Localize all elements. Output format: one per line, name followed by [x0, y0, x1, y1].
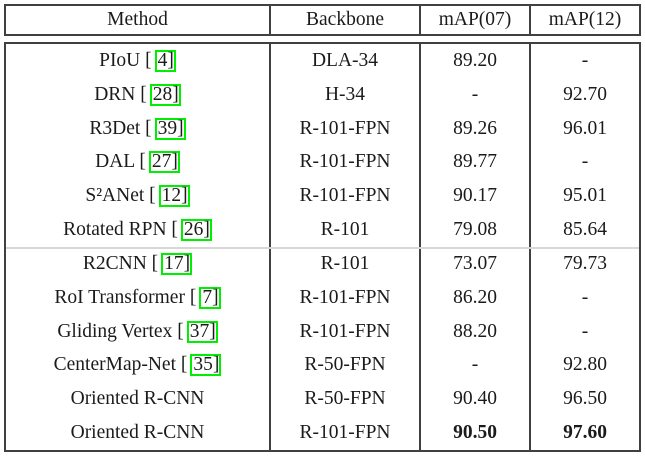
map07-cell: 89.26: [421, 111, 531, 146]
citation-link[interactable]: 27]: [148, 151, 180, 174]
table-header-row: Method Backbone mAP(07) mAP(12): [4, 4, 641, 36]
backbone-cell: R-101-FPN: [271, 416, 421, 450]
map12-cell: 95.01: [563, 185, 607, 207]
method-label: RoI Transformer [: [54, 286, 197, 308]
map07-cell: 90.40: [421, 382, 531, 417]
map12-cell-best: 97.60: [563, 422, 607, 444]
map07-cell: 90.17: [421, 179, 531, 214]
map12-cell: 79.73: [563, 252, 607, 274]
method-label: S²ANet [: [85, 185, 156, 207]
citation-link[interactable]: 28]: [149, 83, 181, 106]
map07-cell-best: 90.50: [421, 416, 531, 450]
map07-cell: -: [421, 348, 531, 383]
header-method: Method: [6, 6, 271, 34]
map07-cell: 89.77: [421, 145, 531, 180]
method-label: PIoU [: [99, 49, 152, 71]
method-cell: RoI Transformer [7]: [6, 280, 271, 315]
citation-link[interactable]: 12]: [158, 185, 190, 208]
method-label: DRN [: [94, 83, 147, 105]
map07-cell: 86.20: [421, 280, 531, 315]
header-backbone: Backbone: [271, 6, 421, 34]
method-cell: Gliding Vertex [37]: [6, 314, 271, 349]
citation-link[interactable]: 39]: [154, 117, 186, 140]
map07-cell: 73.07: [421, 246, 531, 281]
method-label: Oriented R-CNN: [70, 388, 205, 410]
method-label: Rotated RPN [: [63, 219, 178, 241]
table-body: PIoU [4] DLA-34 89.20 - DRN [28] H-34 - …: [4, 42, 641, 452]
citation-link[interactable]: 35]: [190, 354, 222, 377]
backbone-cell: R-101-FPN: [271, 111, 421, 146]
backbone-cell: H-34: [271, 77, 421, 112]
map12-cell: 85.64: [563, 219, 607, 241]
map12-cell: -: [581, 286, 589, 308]
map12-cell: 96.50: [563, 388, 607, 410]
method-label: CenterMap-Net [: [53, 354, 188, 376]
method-cell: PIoU [4]: [6, 44, 271, 78]
method-cell: CenterMap-Net [35]: [6, 348, 271, 383]
citation-link[interactable]: 17]: [161, 252, 193, 275]
method-cell: S²ANet [12]: [6, 179, 271, 214]
map12-cell: -: [581, 49, 589, 71]
map12-cell: -: [581, 151, 589, 173]
faint-row-divider: [6, 247, 639, 249]
method-label: R3Det [: [89, 117, 152, 139]
backbone-cell: R-101-FPN: [271, 145, 421, 180]
map07-cell: 89.20: [421, 44, 531, 78]
map07-cell: 88.20: [421, 314, 531, 349]
backbone-cell: R-101-FPN: [271, 280, 421, 315]
method-label: Oriented R-CNN: [70, 422, 205, 444]
header-map07: mAP(07): [421, 6, 531, 34]
citation-link[interactable]: 7]: [199, 286, 221, 309]
citation-link[interactable]: 37]: [186, 320, 218, 343]
backbone-cell: R-101: [271, 213, 421, 247]
citation-link[interactable]: 4]: [154, 49, 176, 72]
method-cell: R3Det [39]: [6, 111, 271, 146]
method-label: DAL [: [95, 151, 146, 173]
map12-cell: -: [581, 320, 589, 342]
map07-cell: -: [421, 77, 531, 112]
backbone-cell: R-50-FPN: [271, 382, 421, 417]
method-cell: Oriented R-CNN: [6, 416, 271, 450]
method-label: R2CNN [: [82, 252, 159, 274]
method-cell: DAL [27]: [6, 145, 271, 180]
map12-cell: 92.70: [563, 83, 607, 105]
citation-link[interactable]: 26]: [180, 219, 212, 242]
method-cell: DRN [28]: [6, 77, 271, 112]
header-map12: mAP(12): [548, 9, 622, 30]
method-cell: R2CNN [17]: [6, 246, 271, 281]
backbone-cell: R-101: [271, 246, 421, 281]
map12-cell: 96.01: [563, 117, 607, 139]
map12-cell: 92.80: [563, 354, 607, 376]
method-cell: Oriented R-CNN: [6, 382, 271, 417]
map07-cell: 79.08: [421, 213, 531, 247]
backbone-cell: R-101-FPN: [271, 314, 421, 349]
method-label: Gliding Vertex [: [57, 320, 184, 342]
backbone-cell: R-50-FPN: [271, 348, 421, 383]
backbone-cell: R-101-FPN: [271, 179, 421, 214]
method-cell: Rotated RPN [26]: [6, 213, 271, 247]
backbone-cell: DLA-34: [271, 44, 421, 78]
